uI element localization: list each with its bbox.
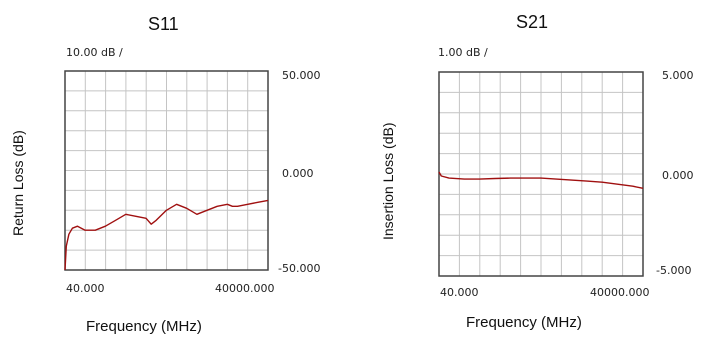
s21-y-tick-top: 5.000: [662, 69, 694, 82]
s21-y-tick-bottom: -5.000: [656, 264, 691, 277]
s21-y-tick-mid: 0.000: [662, 169, 694, 182]
s21-x-tick-end: 40000.000: [590, 286, 650, 299]
s21-x-axis-label: Frequency (MHz): [466, 314, 582, 331]
s21-x-tick-start: 40.000: [440, 286, 479, 299]
